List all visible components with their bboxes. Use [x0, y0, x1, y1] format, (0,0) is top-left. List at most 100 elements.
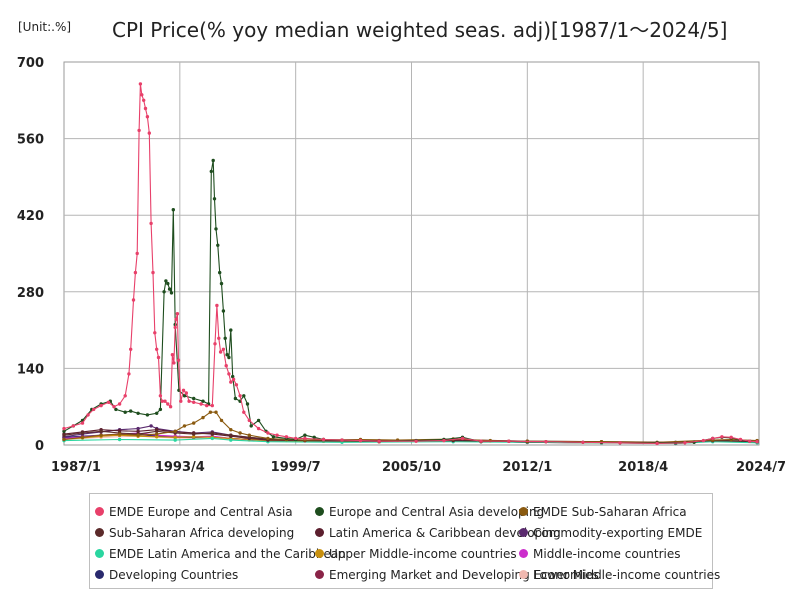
- data-point: [683, 441, 687, 445]
- x-tick-label: 1987/1: [51, 460, 101, 475]
- series-line: [63, 83, 758, 444]
- data-point: [247, 433, 251, 437]
- data-point: [155, 347, 159, 351]
- data-point: [166, 402, 170, 406]
- data-point: [147, 131, 151, 135]
- data-point: [242, 394, 246, 398]
- legend-marker: [519, 570, 528, 579]
- data-point: [158, 394, 163, 398]
- data-point: [123, 410, 127, 414]
- y-tick-label: 140: [17, 362, 44, 377]
- data-point: [217, 336, 221, 340]
- data-point: [720, 435, 724, 439]
- data-point: [192, 421, 196, 425]
- data-point: [266, 431, 270, 435]
- data-point: [249, 424, 253, 428]
- data-point: [213, 342, 217, 346]
- data-point: [214, 227, 218, 231]
- data-point: [167, 287, 172, 291]
- legend-item: Latin America & Caribbean developing: [315, 526, 561, 540]
- y-tick-label: 420: [17, 209, 44, 224]
- data-point: [145, 115, 150, 119]
- data-point: [212, 197, 217, 201]
- data-point: [168, 405, 173, 409]
- legend-marker: [95, 549, 104, 558]
- data-point: [218, 270, 222, 275]
- data-point: [218, 350, 223, 354]
- data-point: [199, 402, 203, 406]
- legend-label: Middle-income countries: [533, 546, 681, 561]
- data-point: [231, 377, 236, 381]
- data-point: [117, 437, 122, 442]
- data-point: [117, 402, 122, 406]
- data-point: [175, 312, 180, 316]
- data-point: [655, 441, 659, 446]
- legend-item: Sub-Saharan Africa developing: [95, 526, 315, 540]
- series-emde-europe-and-central-asia: [62, 82, 759, 446]
- legend-item: Middle-income countries: [519, 547, 709, 561]
- data-point: [62, 437, 66, 442]
- data-point: [172, 361, 176, 365]
- unit-label: [Unit:.%]: [18, 20, 72, 34]
- data-point: [210, 431, 214, 435]
- data-point: [192, 400, 196, 404]
- legend-item: Emerging Market and Developing Economies: [315, 568, 599, 582]
- data-point: [80, 421, 85, 425]
- data-point: [129, 409, 133, 413]
- data-point: [143, 106, 148, 111]
- data-point: [171, 208, 175, 212]
- data-point: [581, 440, 585, 444]
- data-point: [62, 429, 66, 433]
- data-point: [219, 281, 224, 286]
- data-point: [227, 355, 231, 360]
- data-point: [80, 431, 85, 435]
- data-point: [181, 388, 186, 392]
- series-line: [63, 160, 758, 444]
- data-point: [153, 331, 157, 335]
- x-tick-label: 2005/10: [382, 460, 441, 475]
- line-chart: 0 140 280 420 560 700 1987/1 1993/4 1999/7 2005/…: [17, 56, 786, 475]
- data-point: [149, 424, 153, 428]
- data-point: [182, 424, 187, 428]
- data-point: [294, 436, 298, 441]
- data-point: [701, 438, 706, 443]
- legend-marker: [95, 570, 104, 579]
- series-lines: [62, 82, 759, 446]
- data-point: [62, 426, 66, 431]
- legend-label: EMDE Latin America and the Caribbean: [109, 546, 346, 561]
- data-point: [414, 439, 418, 443]
- data-point: [225, 353, 229, 357]
- data-point: [266, 436, 270, 441]
- data-point: [174, 317, 178, 321]
- data-point: [106, 400, 111, 404]
- legend-label: Sub-Saharan Africa developing: [109, 525, 295, 540]
- data-point: [738, 437, 743, 442]
- series-emde-sub-saharan-africa: [62, 410, 759, 444]
- data-point: [192, 432, 196, 436]
- legend-marker: [315, 528, 324, 537]
- data-point: [155, 411, 159, 415]
- data-point: [158, 407, 163, 412]
- data-point: [201, 399, 205, 403]
- data-point: [179, 399, 183, 403]
- data-point: [136, 429, 140, 433]
- legend-label: Europe and Central Asia developing: [329, 504, 545, 519]
- data-point: [136, 411, 140, 415]
- data-point: [275, 433, 279, 437]
- data-point: [321, 437, 326, 442]
- data-point: [160, 399, 164, 403]
- x-axis-ticks: 1987/1 1993/4 1999/7 2005/10 2012/1 2018/4 202…: [51, 460, 786, 475]
- y-tick-label: 700: [17, 56, 44, 71]
- data-point: [256, 426, 261, 431]
- data-point: [377, 439, 381, 443]
- data-point: [173, 325, 177, 330]
- data-point: [170, 353, 175, 357]
- data-point: [210, 403, 214, 408]
- data-point: [208, 410, 213, 414]
- legend-item: Europe and Central Asia developing: [315, 505, 544, 519]
- grid-lines: [63, 61, 760, 446]
- data-point: [173, 429, 177, 433]
- legend-row: EMDE Europe and Central Asia Europe and C…: [95, 501, 712, 522]
- legend-marker: [315, 507, 324, 516]
- legend-marker: [315, 570, 324, 579]
